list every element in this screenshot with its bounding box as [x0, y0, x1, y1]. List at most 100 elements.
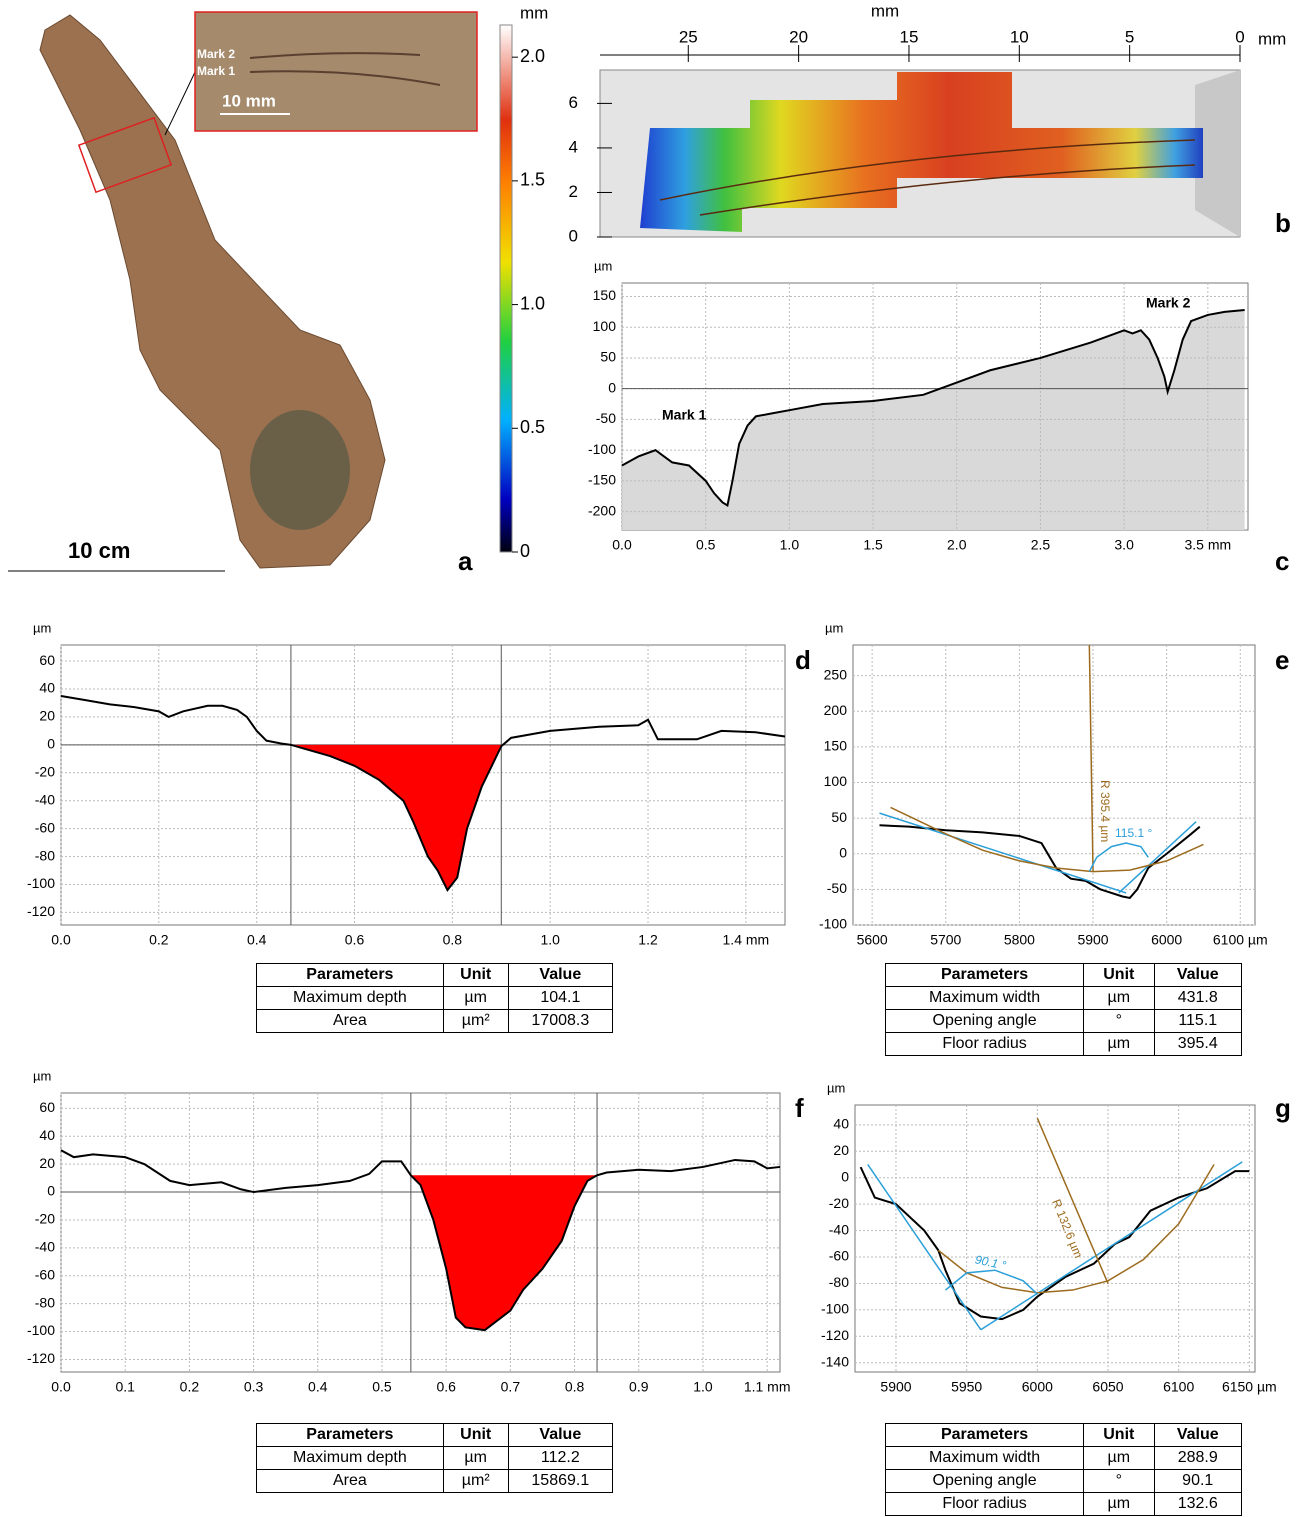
x-tick-label: 0.9: [629, 1379, 649, 1395]
profile-line: [1088, 644, 1094, 872]
x-tick-label: 1.0: [540, 932, 560, 948]
annotation: R 395.4 µm: [1098, 780, 1112, 842]
plot: -100 -50 0 50 100 150 200 250 5600 5700 5800 5900 60…: [819, 620, 1290, 947]
x-tick-label: 1.2: [638, 932, 658, 948]
table-cell: 90.1: [1153, 1469, 1242, 1493]
table-header: Value: [1153, 1423, 1242, 1447]
table-cell: Area: [256, 1469, 444, 1493]
y-tick-label: -60: [35, 1266, 55, 1282]
x-tick-label: 0.5: [696, 537, 716, 553]
x-tick-label: 6100 µm: [1213, 932, 1268, 948]
parameter-table: Parameters Unit Value Maximum depth µm 104.1 A…: [256, 963, 614, 1033]
x-tick-label: 5700: [930, 932, 961, 948]
y-unit: µm: [825, 620, 843, 635]
table-cell: µm: [442, 1446, 509, 1470]
annotation: Mark 2: [1146, 295, 1191, 311]
plot: -120 -100 -80 -60 -40 -20 0 20 40 60 0.0 0.2 0.4 0.6 0…: [27, 620, 811, 947]
y-tick-label: 100: [824, 773, 848, 789]
table-cell: Area: [256, 1009, 444, 1033]
parameter-table: Parameters Unit Value Maximum depth µm 112.2 A…: [256, 1423, 614, 1493]
y-tick-label: -40: [829, 1221, 849, 1237]
plot: -200 -150 -100 -50 0 50 100 150 0.0 0.5 1.0 1.5 2.0 2…: [588, 258, 1290, 575]
plot: -140 -120 -100 -80 -60 -40 -20 0 20 40 5900 5950 600…: [821, 1080, 1291, 1394]
surface-y-tick-label: 6: [569, 93, 578, 112]
table-cell: Opening angle: [884, 1009, 1085, 1033]
colorbar-tick-label: 1.0: [520, 293, 545, 313]
table-header: Value: [507, 963, 614, 987]
x-tick-label: 6150 µm: [1222, 1379, 1277, 1395]
inset-scale-label: 10 mm: [222, 91, 276, 110]
table-cell: 115.1: [1153, 1009, 1242, 1033]
annotation: 115.1 °: [1115, 826, 1152, 840]
profile-line: [890, 806, 1204, 873]
plot-frame: [854, 1104, 1256, 1373]
x-tick-label: 1.4 mm: [723, 932, 770, 948]
y-tick-label: 0: [47, 1183, 55, 1199]
profile-line: [859, 1166, 1250, 1321]
table-cell: Maximum width: [884, 1446, 1085, 1470]
table-cell: 288.9: [1153, 1446, 1242, 1470]
panel-label: g: [1275, 1093, 1291, 1123]
table-header: Unit: [1083, 963, 1155, 987]
panel-label: e: [1275, 645, 1289, 675]
table-header: Value: [507, 1423, 614, 1447]
x-tick-label: 1.0: [780, 537, 800, 553]
y-tick-label: -60: [35, 819, 55, 835]
x-tick-label: 0.4: [308, 1379, 328, 1395]
x-tick-label: 5600: [857, 932, 888, 948]
measured-area: [290, 744, 502, 891]
profile-line: [621, 309, 1245, 508]
y-tick-label: -80: [35, 847, 55, 863]
x-tick-label: 5900: [880, 1379, 911, 1395]
y-tick-label: -80: [829, 1274, 849, 1290]
y-tick-label: -40: [35, 791, 55, 807]
table-row: Opening angle ° 115.1: [884, 1009, 1242, 1033]
y-unit: µm: [33, 620, 51, 635]
surface-y-tick-label: 4: [569, 137, 578, 156]
table-cell: Maximum depth: [256, 1446, 444, 1470]
profile-line: [60, 1149, 781, 1332]
table-header: Parameters: [256, 963, 444, 987]
x-tick-label: 0.8: [565, 1379, 585, 1395]
table-cell: 431.8: [1153, 986, 1242, 1010]
surface-x-unit: mm: [871, 1, 899, 20]
y-tick-label: 60: [39, 652, 55, 668]
y-tick-label: -100: [588, 441, 616, 457]
surface-wall: [1195, 70, 1240, 237]
x-tick-label: 0.2: [180, 1379, 200, 1395]
table-row: Opening angle ° 90.1: [884, 1469, 1242, 1493]
scale-label: 10 cm: [68, 538, 130, 563]
y-tick-label: 0: [839, 844, 847, 860]
y-tick-label: 200: [824, 702, 848, 718]
table-row: Maximum depth µm 112.2: [256, 1446, 614, 1470]
y-tick-label: 20: [39, 1155, 55, 1171]
y-tick-label: 100: [593, 318, 617, 334]
colorbar-tick-label: 2.0: [520, 46, 545, 66]
table-cell: 17008.3: [507, 1009, 614, 1033]
y-tick-label: -50: [827, 880, 847, 896]
profile-line: [937, 1164, 1215, 1294]
y-tick-label: -20: [829, 1195, 849, 1211]
table-cell: µm²: [442, 1469, 509, 1493]
x-tick-label: 2.0: [947, 537, 967, 553]
profile-line: [1036, 1117, 1109, 1284]
table-cell: Maximum depth: [256, 986, 444, 1010]
y-tick-label: 150: [593, 287, 617, 303]
table-row: Maximum depth µm 104.1: [256, 986, 614, 1010]
mark-label: Mark 2: [197, 47, 235, 61]
y-tick-label: 250: [824, 666, 848, 682]
surface-x-tick-label: 20: [789, 27, 808, 46]
bone-cancellous: [250, 410, 350, 530]
x-tick-label: 1.0: [693, 1379, 713, 1395]
y-unit: µm: [33, 1068, 51, 1083]
panel-label: b: [1275, 208, 1291, 238]
table-cell: 395.4: [1153, 1032, 1242, 1056]
y-tick-label: -100: [27, 875, 55, 891]
surface-y-tick-label: 2: [569, 182, 578, 201]
x-tick-label: 1.5: [863, 537, 883, 553]
y-tick-label: -20: [35, 1211, 55, 1227]
mark-label: Mark 1: [197, 64, 235, 78]
table-cell: 132.6: [1153, 1492, 1242, 1516]
colorbar: [499, 24, 513, 553]
